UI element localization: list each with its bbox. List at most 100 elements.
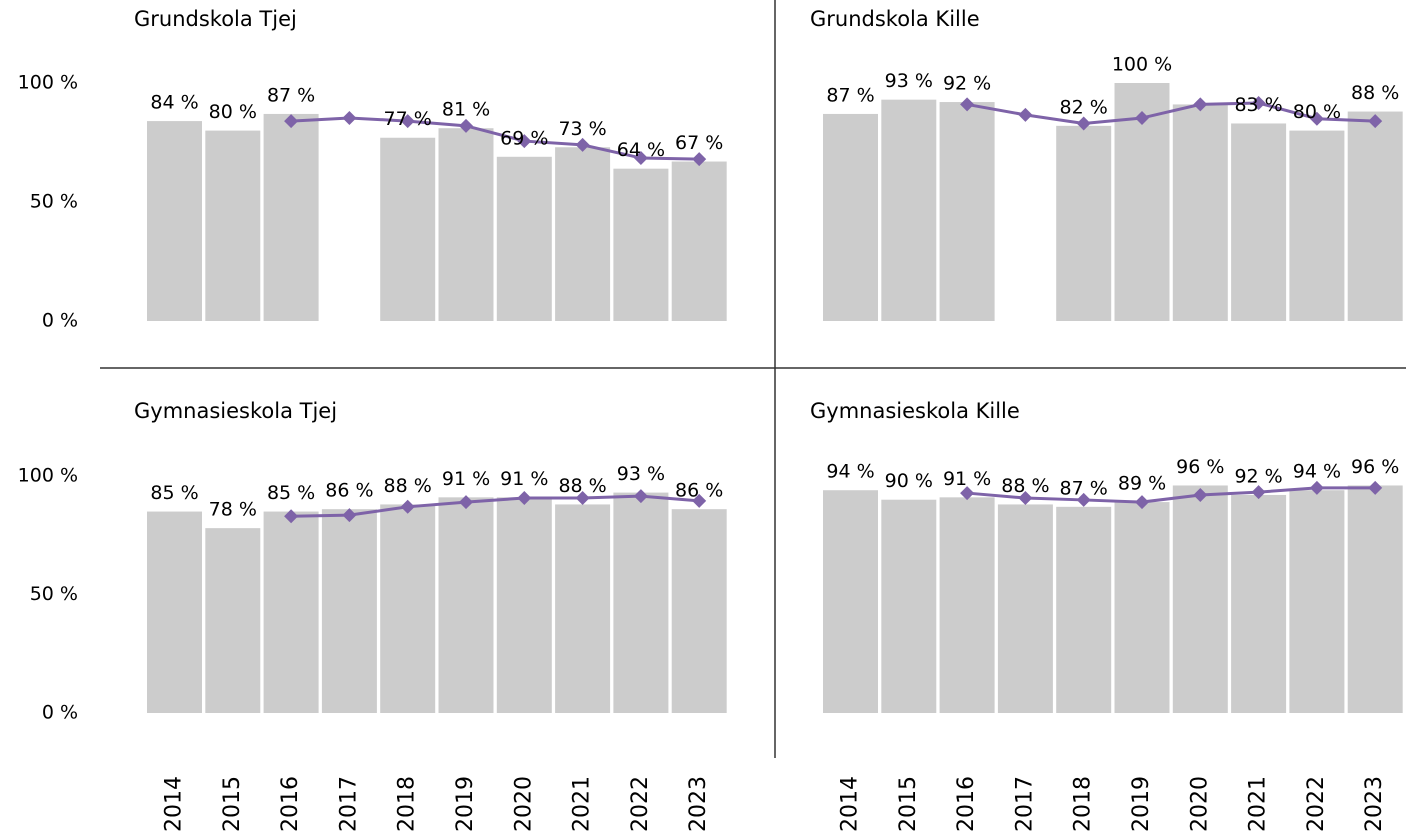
trend-marker <box>1251 95 1266 110</box>
value-label: 100 % <box>1112 54 1172 76</box>
value-label: 73 % <box>558 118 606 140</box>
y-tick-label: 50 % <box>30 191 78 213</box>
trend-marker <box>1193 97 1208 112</box>
trend-marker <box>342 508 357 523</box>
y-tick-label: 100 % <box>18 465 78 487</box>
bar <box>321 509 377 713</box>
trend-marker <box>517 491 532 506</box>
x-tick-label: 2021 <box>570 776 595 832</box>
x-tick-label: 2014 <box>162 776 187 832</box>
bar <box>1056 125 1112 321</box>
value-label: 93 % <box>617 463 665 485</box>
value-label: 90 % <box>885 470 933 492</box>
trend-marker <box>400 114 415 129</box>
trend-marker <box>1135 495 1149 510</box>
value-label: 86 % <box>325 480 373 502</box>
x-tick-label: 2016 <box>954 776 979 832</box>
value-label: 93 % <box>885 70 933 92</box>
bar <box>205 130 261 321</box>
bar <box>147 511 202 713</box>
bar <box>555 504 611 713</box>
trend-marker <box>1076 116 1091 131</box>
bar <box>997 504 1053 713</box>
y-tick-label: 50 % <box>30 583 78 605</box>
value-label: 69 % <box>500 127 548 149</box>
x-tick-label: 2016 <box>278 776 303 832</box>
trend-marker <box>1309 111 1324 126</box>
trend-marker <box>400 499 415 514</box>
value-label: 88 % <box>1351 82 1399 104</box>
value-label: 91 % <box>442 468 490 490</box>
trend-marker <box>1368 480 1383 495</box>
trend-marker <box>1251 485 1266 500</box>
value-label: 80 % <box>1293 101 1341 123</box>
value-label: 89 % <box>1118 473 1166 495</box>
value-label: 64 % <box>617 139 665 161</box>
y-tick-label: 0 % <box>42 310 78 332</box>
bar <box>1347 111 1403 321</box>
x-tick-label: 2015 <box>896 776 921 832</box>
x-tick-label: 2017 <box>1012 776 1037 832</box>
bar <box>496 497 552 713</box>
trend-line <box>966 486 1376 504</box>
x-tick-label: 2018 <box>1071 776 1096 832</box>
x-tick-label: 2019 <box>1129 776 1154 832</box>
trend-line <box>291 116 700 161</box>
value-label: 91 % <box>943 468 991 490</box>
bar <box>1172 104 1228 321</box>
bar <box>881 99 937 321</box>
bar <box>671 509 727 713</box>
value-label: 87 % <box>826 84 874 106</box>
trend-marker <box>459 118 473 133</box>
value-label: 96 % <box>1351 456 1399 478</box>
value-label: 77 % <box>384 108 432 130</box>
bar <box>1056 506 1112 713</box>
bar <box>380 137 436 321</box>
bar <box>205 528 261 713</box>
value-label: 88 % <box>384 475 432 497</box>
bar <box>438 128 494 321</box>
trend-marker <box>960 486 975 501</box>
bar <box>613 492 669 713</box>
bar <box>1172 485 1228 713</box>
bar <box>881 499 937 713</box>
value-label: 94 % <box>826 461 874 483</box>
trend-marker <box>960 97 975 112</box>
panel-title: Grundskola Tjej <box>134 7 297 31</box>
value-label: 87 % <box>1060 477 1108 499</box>
trend-marker <box>459 495 473 510</box>
bar <box>671 161 727 321</box>
panel-title: Gymnasieskola Kille <box>810 399 1020 423</box>
bar <box>147 121 202 321</box>
value-label: 83 % <box>1234 94 1282 116</box>
bar <box>1289 490 1345 713</box>
panel-title: Grundskola Kille <box>810 7 980 31</box>
panel-title: Gymnasieskola Tjej <box>134 399 337 423</box>
bar <box>1231 123 1287 322</box>
trend-marker <box>1135 110 1149 125</box>
value-label: 82 % <box>1060 96 1108 118</box>
x-tick-label: 2020 <box>511 776 536 832</box>
trend-marker <box>517 134 532 149</box>
trend-marker <box>1018 107 1033 122</box>
x-tick-label: 2023 <box>1362 776 1387 832</box>
trend-marker <box>575 491 590 506</box>
x-tick-label: 2021 <box>1246 776 1271 832</box>
value-label: 84 % <box>150 92 198 114</box>
trend-marker <box>1309 480 1324 495</box>
y-tick-label: 100 % <box>18 72 78 94</box>
bar <box>823 113 878 321</box>
x-tick-label: 2022 <box>1304 776 1329 832</box>
y-tick-label: 0 % <box>42 702 78 724</box>
trend-marker <box>633 489 648 504</box>
value-label: 67 % <box>675 132 723 154</box>
x-tick-label: 2019 <box>453 776 478 832</box>
trend-marker <box>692 493 707 508</box>
bar <box>380 504 436 713</box>
trend-marker <box>1076 492 1091 507</box>
value-label: 85 % <box>267 482 315 504</box>
x-tick-label: 2014 <box>838 776 863 832</box>
bar <box>1231 494 1287 713</box>
value-label: 88 % <box>1001 475 1049 497</box>
